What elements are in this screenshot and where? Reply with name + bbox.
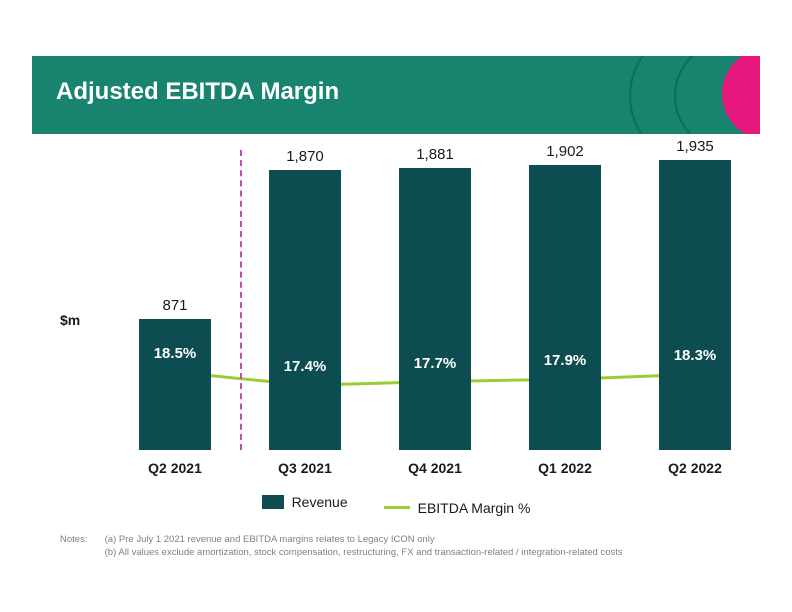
notes-label: Notes: [60,534,102,547]
bar: 1,87017.4% [269,170,341,451]
x-axis-label: Q1 2022 [525,460,605,476]
x-axis-label: Q2 2022 [655,460,735,476]
page-title: Adjusted EBITDA Margin [56,78,339,106]
bar-value-label: 1,935 [659,138,731,155]
bar: 1,90217.9% [529,165,601,450]
x-axis-label: Q3 2021 [265,460,345,476]
legend-label: Revenue [292,494,348,510]
divider-line [240,150,242,450]
bar: 1,93518.3% [659,160,731,450]
bar-percent-label: 17.4% [269,358,341,375]
footnotes: Notes: (a) Pre July 1 2021 revenue and E… [60,534,623,560]
bar-percent-label: 17.7% [399,355,471,372]
x-axis: Q2 2021Q3 2021Q4 2021Q1 2022Q2 2022 [90,460,710,490]
x-axis-label: Q4 2021 [395,460,475,476]
legend-item: EBITDA Margin % [384,500,531,516]
footnote-a: (a) Pre July 1 2021 revenue and EBITDA m… [105,534,435,545]
bar-percent-label: 18.3% [659,347,731,364]
bar: 87118.5% [139,319,211,450]
legend-swatch-box [262,495,284,509]
bar-percent-label: 17.9% [529,352,601,369]
legend-swatch-line [384,506,410,509]
legend: Revenue EBITDA Margin % [0,494,792,516]
bar: 1,88117.7% [399,168,471,450]
header-decor [550,56,760,134]
bar-value-label: 1,881 [399,146,471,163]
bar-value-label: 871 [139,297,211,314]
bar-value-label: 1,902 [529,143,601,160]
x-axis-label: Q2 2021 [135,460,215,476]
y-axis-label: $m [60,312,80,328]
bar-percent-label: 18.5% [139,345,211,362]
chart-plot: 87118.5%1,87017.4%1,88117.7%1,90217.9%1,… [90,150,710,450]
footnote-b: (b) All values exclude amortization, sto… [105,547,623,558]
bar-value-label: 1,870 [269,148,341,165]
legend-label: EBITDA Margin % [418,500,531,516]
legend-item: Revenue [262,494,348,510]
header-band: Adjusted EBITDA Margin [32,56,760,134]
